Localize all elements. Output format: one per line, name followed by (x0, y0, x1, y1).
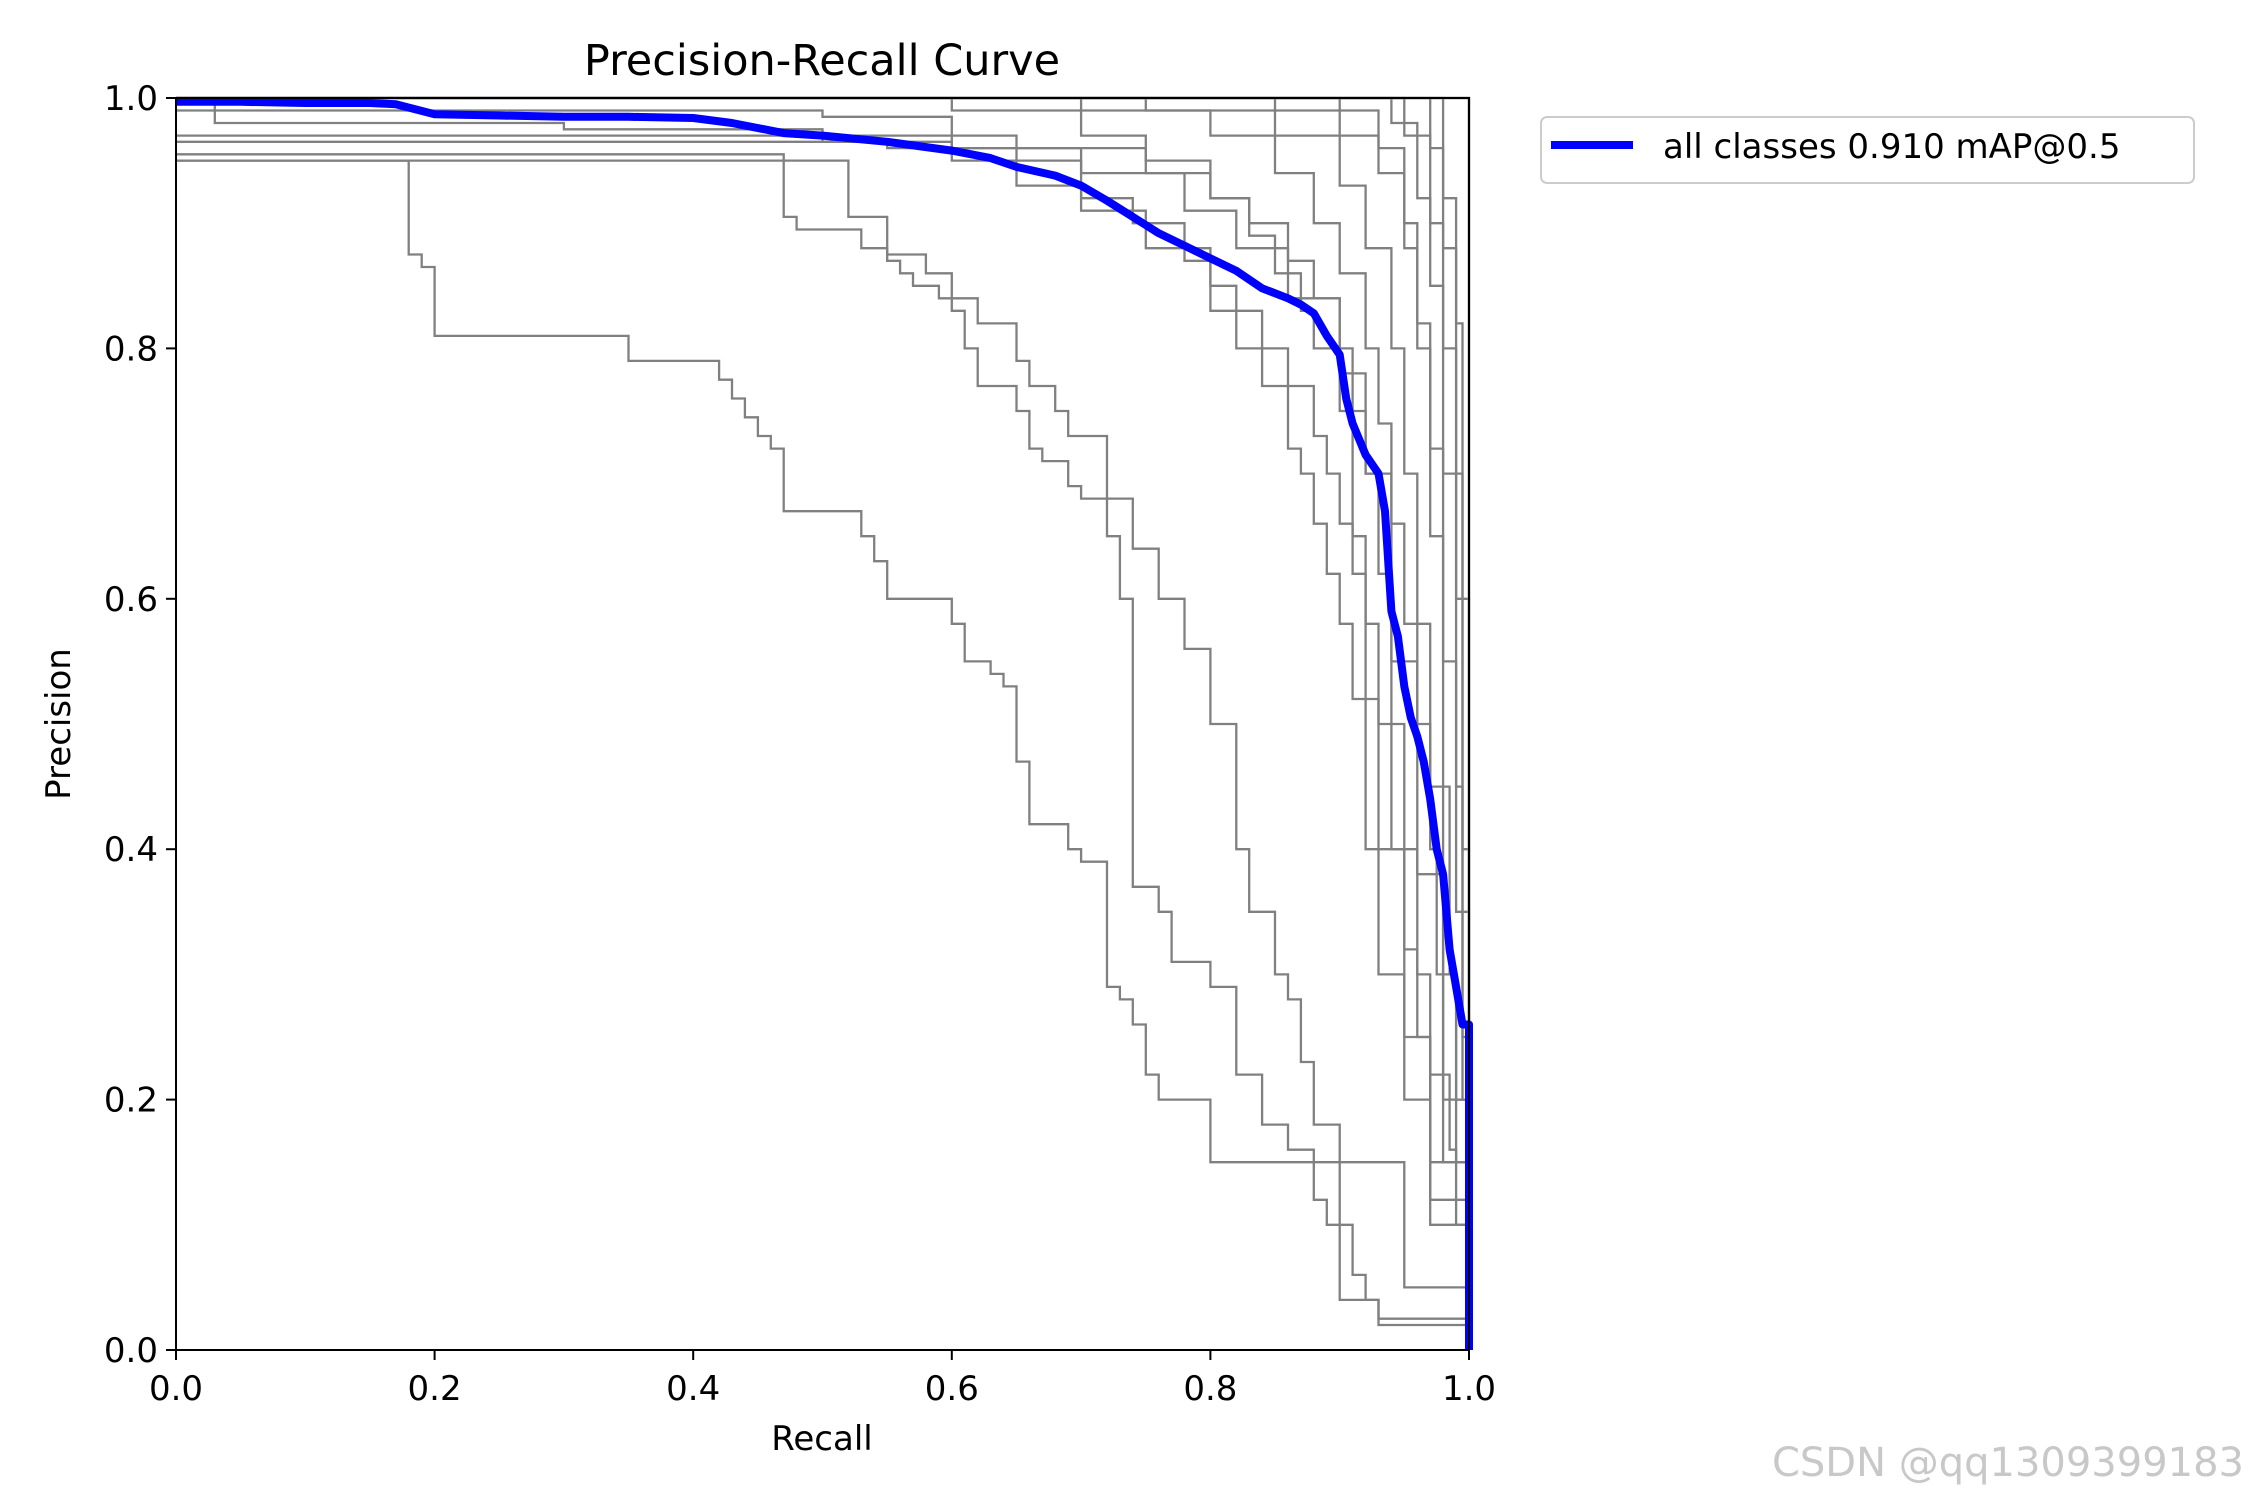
x-tick-label: 0.0 (149, 1369, 203, 1409)
legend: all classes 0.910 mAP@0.5 (1540, 116, 2195, 184)
x-tick-label: 0.8 (1183, 1369, 1237, 1409)
y-tick-label: 0.8 (104, 329, 158, 369)
class-curve-15 (176, 140, 1471, 1350)
class-curve-16 (176, 96, 1471, 1350)
y-tick-label: 1.0 (104, 79, 158, 119)
x-tick-label: 1.0 (1442, 1369, 1496, 1409)
y-axis-label: Precision (39, 648, 79, 800)
watermark-text: CSDN @qq1309399183 (1772, 1440, 2244, 1486)
class-curve-3 (176, 159, 1471, 1350)
x-tick-label: 0.6 (925, 1369, 979, 1409)
y-tick-label: 0.0 (104, 1331, 158, 1371)
y-tick-label: 0.6 (104, 580, 158, 620)
class-curve-12 (176, 96, 1471, 1350)
class-curve-8 (176, 96, 1471, 1350)
legend-label-all-classes: all classes 0.910 mAP@0.5 (1663, 127, 2120, 167)
x-axis-ticks: 0.0 0.2 0.4 0.6 0.8 1.0 (149, 1350, 1496, 1409)
plot-frame (175, 97, 1470, 1351)
all-classes-curve (176, 97, 1473, 1350)
y-axis-ticks: 0.0 0.2 0.4 0.6 0.8 1.0 (104, 79, 176, 1371)
class-curve-6 (176, 96, 1471, 1350)
y-tick-label: 0.2 (104, 1081, 158, 1121)
class-curve-1 (176, 159, 1471, 1350)
y-tick-label: 0.4 (104, 830, 158, 870)
chart-title: Precision-Recall Curve (584, 36, 1060, 86)
x-tick-label: 0.2 (408, 1369, 462, 1409)
legend-box (1540, 116, 2195, 184)
class-curve-2 (176, 153, 1471, 1350)
x-axis-label: Recall (771, 1419, 872, 1459)
x-tick-label: 0.4 (666, 1369, 720, 1409)
all-classes-curve-group (176, 97, 1473, 1350)
